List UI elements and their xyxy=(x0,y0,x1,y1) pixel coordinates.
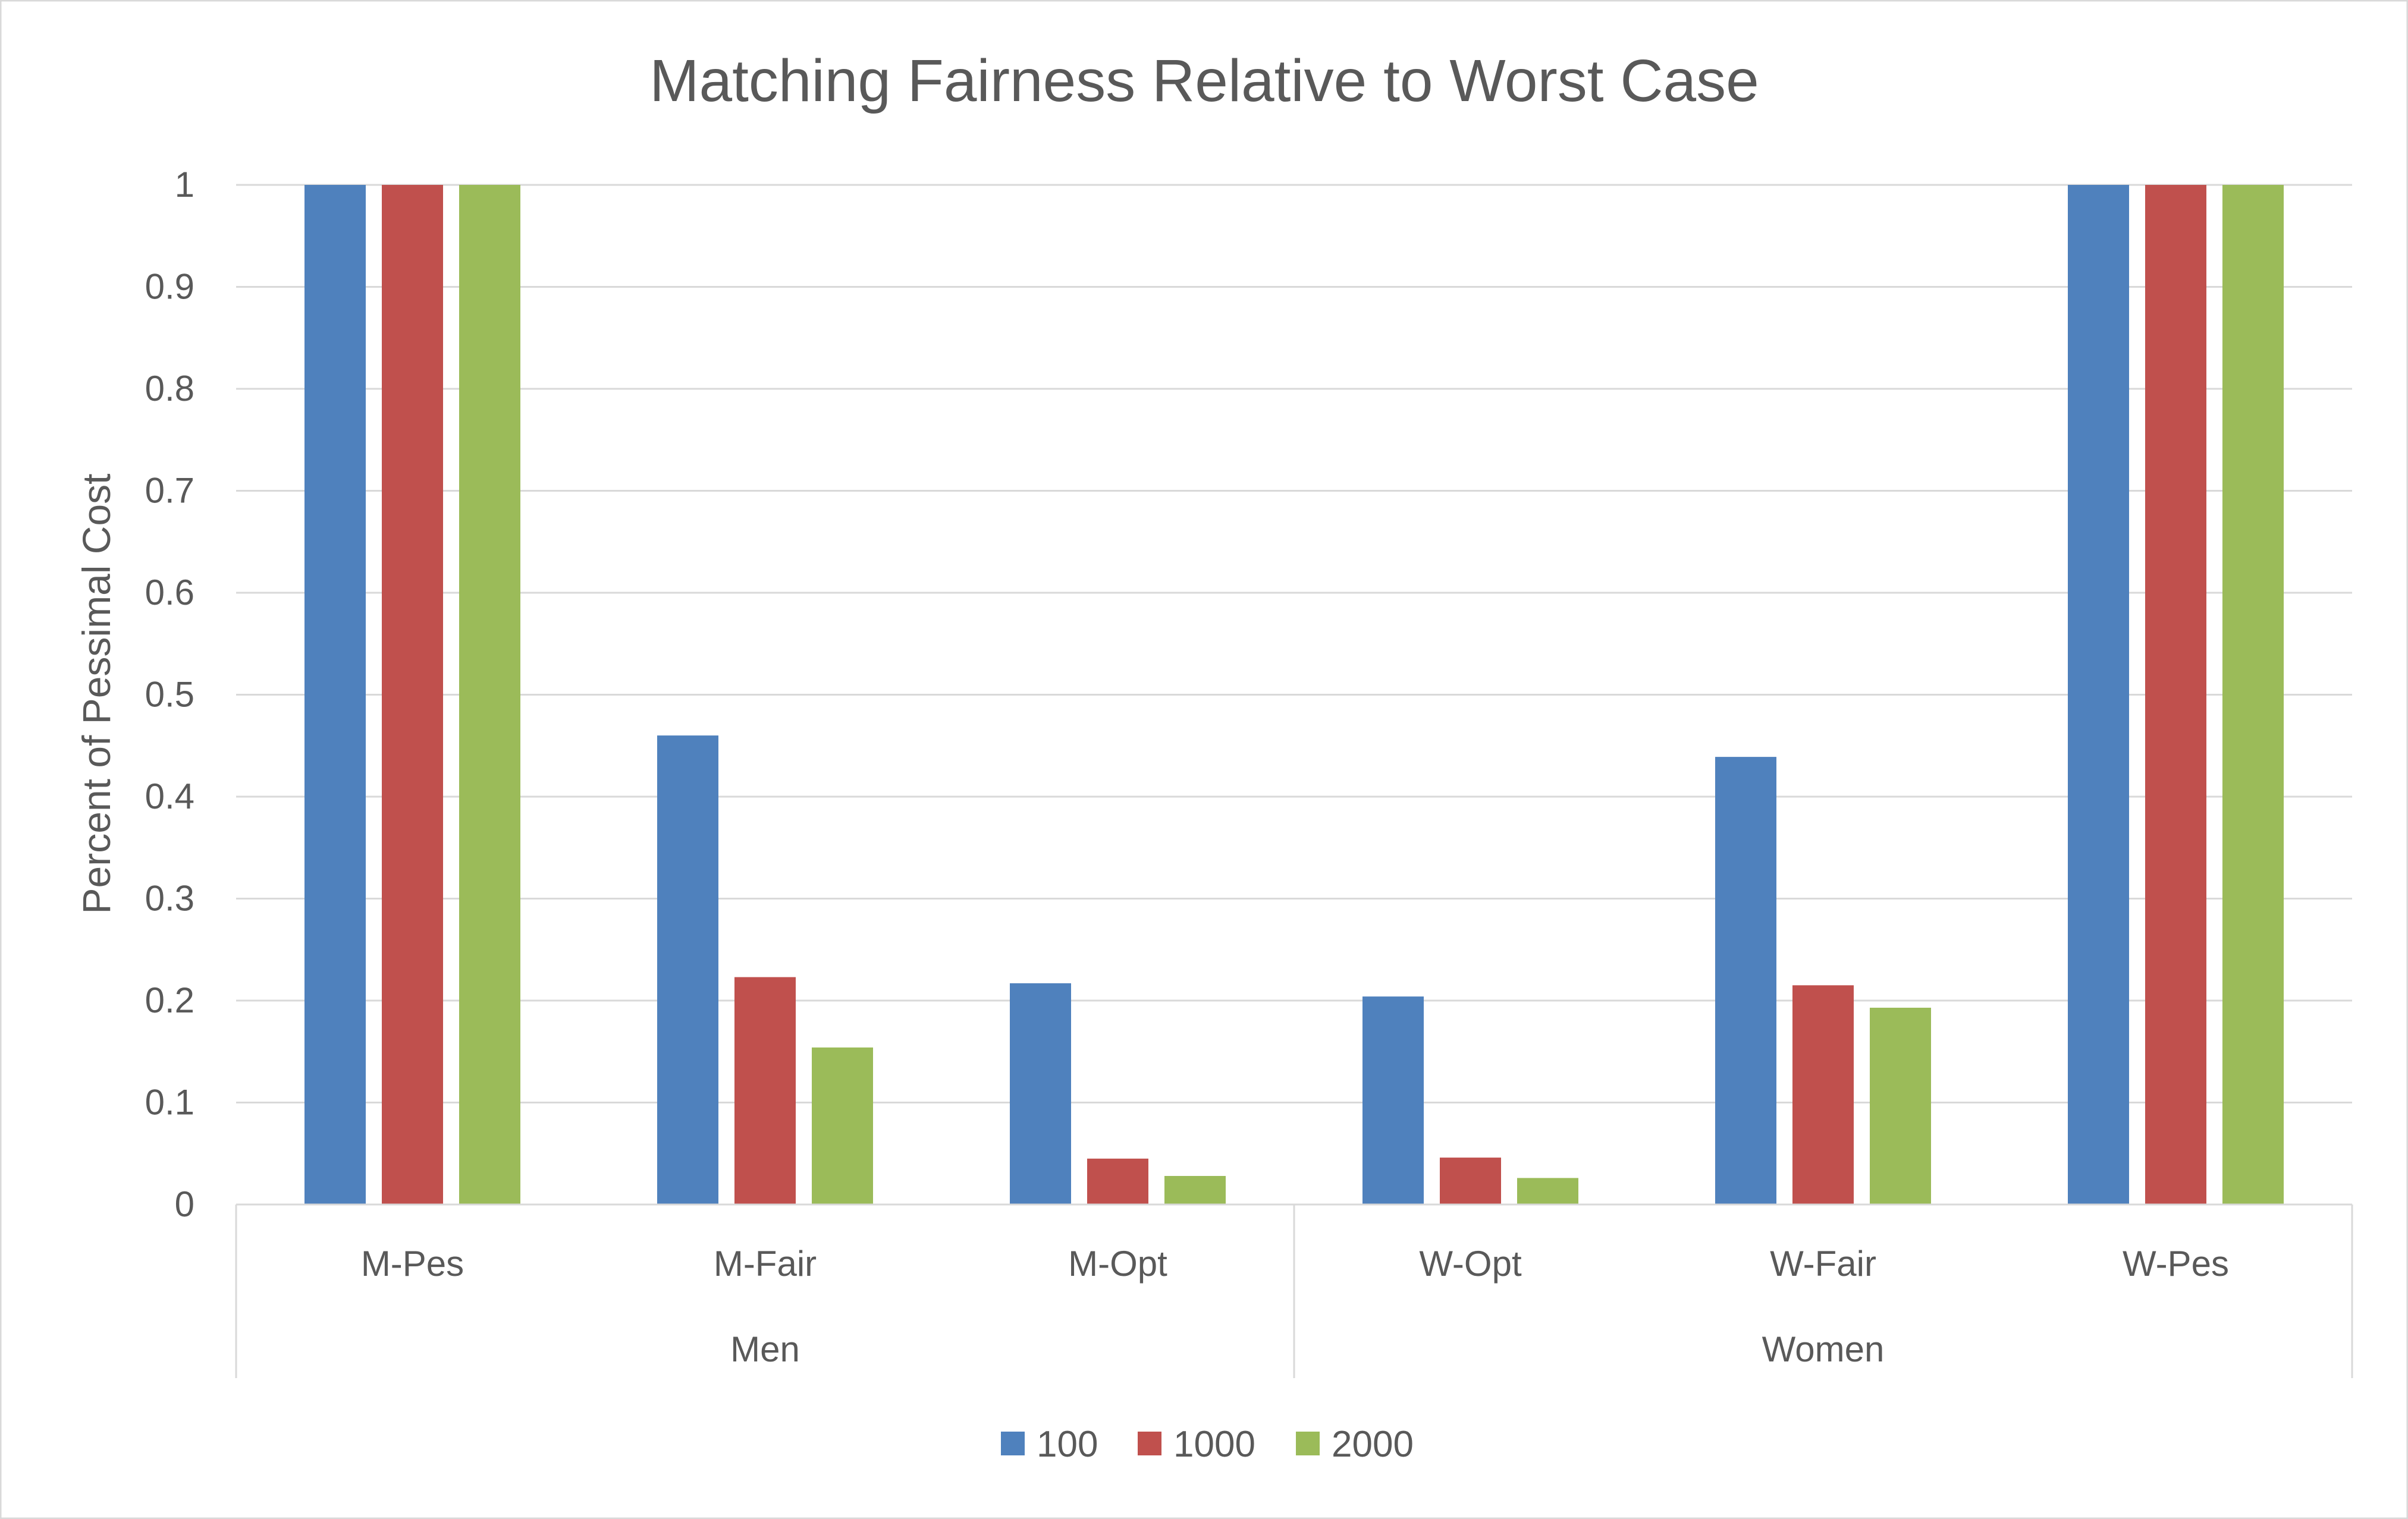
bar xyxy=(2068,185,2129,1204)
x-tick-label: M-Opt xyxy=(1068,1244,1167,1284)
legend-label: 1000 xyxy=(1173,1424,1255,1465)
bar xyxy=(1164,1175,1226,1204)
legend-swatch xyxy=(1296,1432,1320,1455)
bar xyxy=(2145,185,2206,1204)
y-tick-label: 0.9 xyxy=(145,267,194,307)
x-axis-group-labels: Men Women xyxy=(730,1329,1884,1369)
x-group-label: Women xyxy=(1762,1329,1885,1369)
y-tick-label: 0.4 xyxy=(145,776,194,816)
bar xyxy=(2222,185,2284,1204)
bar xyxy=(1362,996,1424,1204)
y-tick-label: 0.3 xyxy=(145,879,194,919)
x-tick-label: M-Fair xyxy=(714,1244,817,1284)
bar xyxy=(1715,757,1776,1204)
legend-label: 2000 xyxy=(1332,1424,1414,1465)
legend: 100 1000 2000 xyxy=(1001,1424,1414,1465)
x-tick-label: M-Pes xyxy=(361,1244,464,1284)
bar xyxy=(304,185,366,1204)
bars xyxy=(304,185,2284,1204)
y-axis-ticks: 0 0.1 0.2 0.3 0.4 0.5 0.6 0.7 0.8 0.9 1 xyxy=(145,165,194,1224)
bar xyxy=(812,1047,873,1204)
y-tick-label: 0.8 xyxy=(145,369,194,408)
bar xyxy=(1087,1158,1148,1204)
bar xyxy=(382,185,443,1204)
legend-swatch xyxy=(1138,1432,1161,1455)
bar xyxy=(734,977,796,1204)
x-tick-label: W-Opt xyxy=(1419,1244,1522,1284)
bar xyxy=(1870,1008,1931,1204)
bar xyxy=(1440,1158,1501,1204)
y-tick-label: 0.1 xyxy=(145,1083,194,1122)
y-tick-label: 0.6 xyxy=(145,573,194,612)
bar xyxy=(1517,1178,1578,1204)
y-axis-label: Percent of Pessimal Cost xyxy=(74,474,118,914)
bar xyxy=(1792,985,1854,1204)
x-group-label: Men xyxy=(730,1329,800,1369)
bar xyxy=(459,185,520,1204)
bar xyxy=(657,735,718,1204)
x-tick-label: W-Fair xyxy=(1770,1244,1876,1284)
chart-title: Matching Fairness Relative to Worst Case xyxy=(649,48,1759,114)
x-tick-label: W-Pes xyxy=(2123,1244,2229,1284)
y-tick-label: 0.2 xyxy=(145,980,194,1020)
y-tick-label: 0.7 xyxy=(145,471,194,511)
x-axis xyxy=(235,1203,2353,1378)
legend-swatch xyxy=(1001,1432,1025,1455)
gridlines xyxy=(236,184,2352,1103)
bar xyxy=(1010,983,1071,1204)
y-tick-label: 1 xyxy=(175,165,194,205)
y-tick-label: 0.5 xyxy=(145,675,194,715)
x-axis-labels: M-Pes M-Fair M-Opt W-Opt W-Fair W-Pes xyxy=(361,1244,2229,1284)
legend-label: 100 xyxy=(1037,1424,1098,1465)
y-tick-label: 0 xyxy=(175,1184,194,1224)
